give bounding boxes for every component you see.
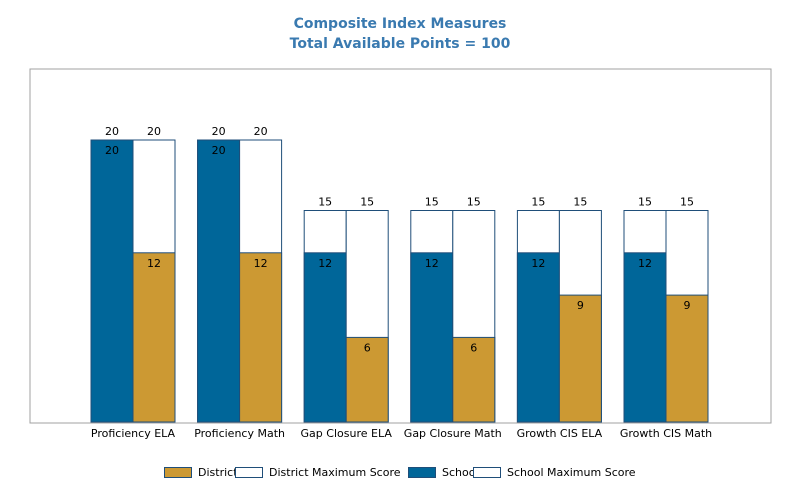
legend-item-school: School xyxy=(408,462,479,482)
bar-district-gap-closure-ela xyxy=(345,336,389,423)
label-district-max-gap-closure-math: 15 xyxy=(467,196,481,209)
label-school-growth-cis-ela: 12 xyxy=(531,257,545,270)
label-school-proficiency-math: 20 xyxy=(212,144,226,157)
bar-school-gap-closure-ela xyxy=(303,252,347,423)
label-district-max-proficiency-math: 20 xyxy=(254,125,268,138)
bar-school-growth-cis-math xyxy=(623,252,667,423)
legend-label-district-max: District Maximum Score xyxy=(269,465,401,479)
label-school-max-gap-closure-math: 15 xyxy=(425,196,439,209)
legend-label-school-max: School Maximum Score xyxy=(507,465,636,479)
label-district-growth-cis-math: 9 xyxy=(684,299,691,312)
label-school-max-proficiency-math: 20 xyxy=(212,125,226,138)
label-school-gap-closure-ela: 12 xyxy=(318,257,332,270)
category-label-growth-cis-ela: Growth CIS ELA xyxy=(517,427,603,440)
category-label-proficiency-ela: Proficiency ELA xyxy=(91,427,176,440)
category-label-proficiency-math: Proficiency Math xyxy=(194,427,285,440)
legend-swatch-district-max xyxy=(235,466,263,478)
label-school-max-growth-cis-math: 15 xyxy=(638,196,652,209)
legend-swatch-school-max xyxy=(473,466,501,478)
bar-district-gap-closure-math xyxy=(452,336,496,423)
category-label-growth-cis-math: Growth CIS Math xyxy=(620,427,712,440)
label-district-max-proficiency-ela: 20 xyxy=(147,125,161,138)
bar-district-growth-cis-ela xyxy=(558,294,602,423)
bar-district-proficiency-ela xyxy=(132,252,176,423)
label-district-gap-closure-ela: 6 xyxy=(364,341,371,354)
bars-group xyxy=(90,139,709,423)
bar-district-growth-cis-math xyxy=(665,294,709,423)
legend-item-district: District xyxy=(164,462,238,482)
legend: District District Maximum Score School S… xyxy=(0,462,800,482)
legend-label-district: District xyxy=(198,465,238,479)
label-district-growth-cis-ela: 9 xyxy=(577,299,584,312)
label-school-max-gap-closure-ela: 15 xyxy=(318,196,332,209)
labels-group: 20 20 20 12 Proficiency ELA 20 20 20 12 Proficien… xyxy=(91,125,712,440)
label-school-proficiency-ela: 20 xyxy=(105,144,119,157)
label-district-max-gap-closure-ela: 15 xyxy=(360,196,374,209)
legend-item-district-max: District Maximum Score xyxy=(235,462,401,482)
label-district-proficiency-ela: 12 xyxy=(147,257,161,270)
label-district-max-growth-cis-math: 15 xyxy=(680,196,694,209)
label-district-proficiency-math: 12 xyxy=(254,257,268,270)
legend-item-school-max: School Maximum Score xyxy=(473,462,636,482)
chart-subtitle: Total Available Points = 100 xyxy=(289,36,511,52)
label-district-gap-closure-math: 6 xyxy=(470,341,477,354)
bar-school-proficiency-ela xyxy=(90,139,134,423)
legend-swatch-school xyxy=(408,466,436,478)
bar-school-gap-closure-math xyxy=(410,252,454,423)
label-school-max-proficiency-ela: 20 xyxy=(105,125,119,138)
category-label-gap-closure-ela: Gap Closure ELA xyxy=(301,427,393,440)
legend-swatch-district xyxy=(164,466,192,478)
label-school-growth-cis-math: 12 xyxy=(638,257,652,270)
chart-title: Composite Index Measures xyxy=(293,16,507,32)
label-district-max-growth-cis-ela: 15 xyxy=(573,196,587,209)
bar-school-proficiency-math xyxy=(197,139,241,423)
label-school-max-growth-cis-ela: 15 xyxy=(531,196,545,209)
label-school-gap-closure-math: 12 xyxy=(425,257,439,270)
category-label-gap-closure-math: Gap Closure Math xyxy=(404,427,502,440)
bar-school-growth-cis-ela xyxy=(516,252,560,423)
legend-label-school: School xyxy=(442,465,479,479)
bar-district-proficiency-math xyxy=(239,252,283,423)
